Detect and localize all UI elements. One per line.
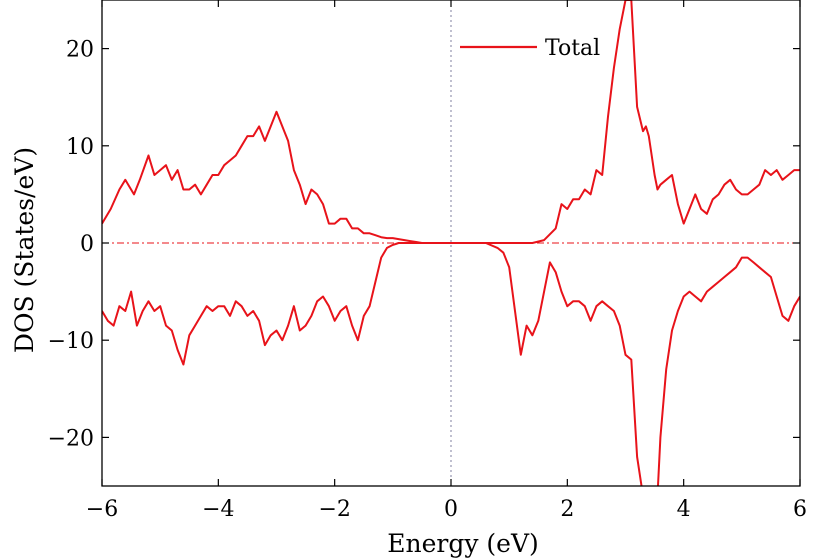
x-axis-label: Energy (eV) bbox=[387, 529, 539, 558]
y-tick-label: −10 bbox=[48, 329, 94, 354]
series-line-down bbox=[102, 242, 800, 486]
x-tick-label: −4 bbox=[202, 497, 234, 522]
x-tick-label: 2 bbox=[560, 497, 574, 522]
x-tick-label: 0 bbox=[444, 497, 458, 522]
y-tick-label: 20 bbox=[66, 38, 94, 63]
x-tick-label: −2 bbox=[318, 497, 350, 522]
legend: Total bbox=[460, 36, 600, 61]
x-tick-label: 6 bbox=[793, 497, 807, 522]
x-tick-label: 4 bbox=[677, 497, 691, 522]
y-tick-label: 0 bbox=[80, 232, 94, 257]
x-tick-label: −6 bbox=[86, 497, 118, 522]
y-tick-label: −20 bbox=[48, 426, 94, 451]
y-tick-label: 10 bbox=[66, 135, 94, 160]
y-axis-label: DOS (States/eV) bbox=[10, 147, 39, 353]
legend-label: Total bbox=[545, 36, 600, 61]
